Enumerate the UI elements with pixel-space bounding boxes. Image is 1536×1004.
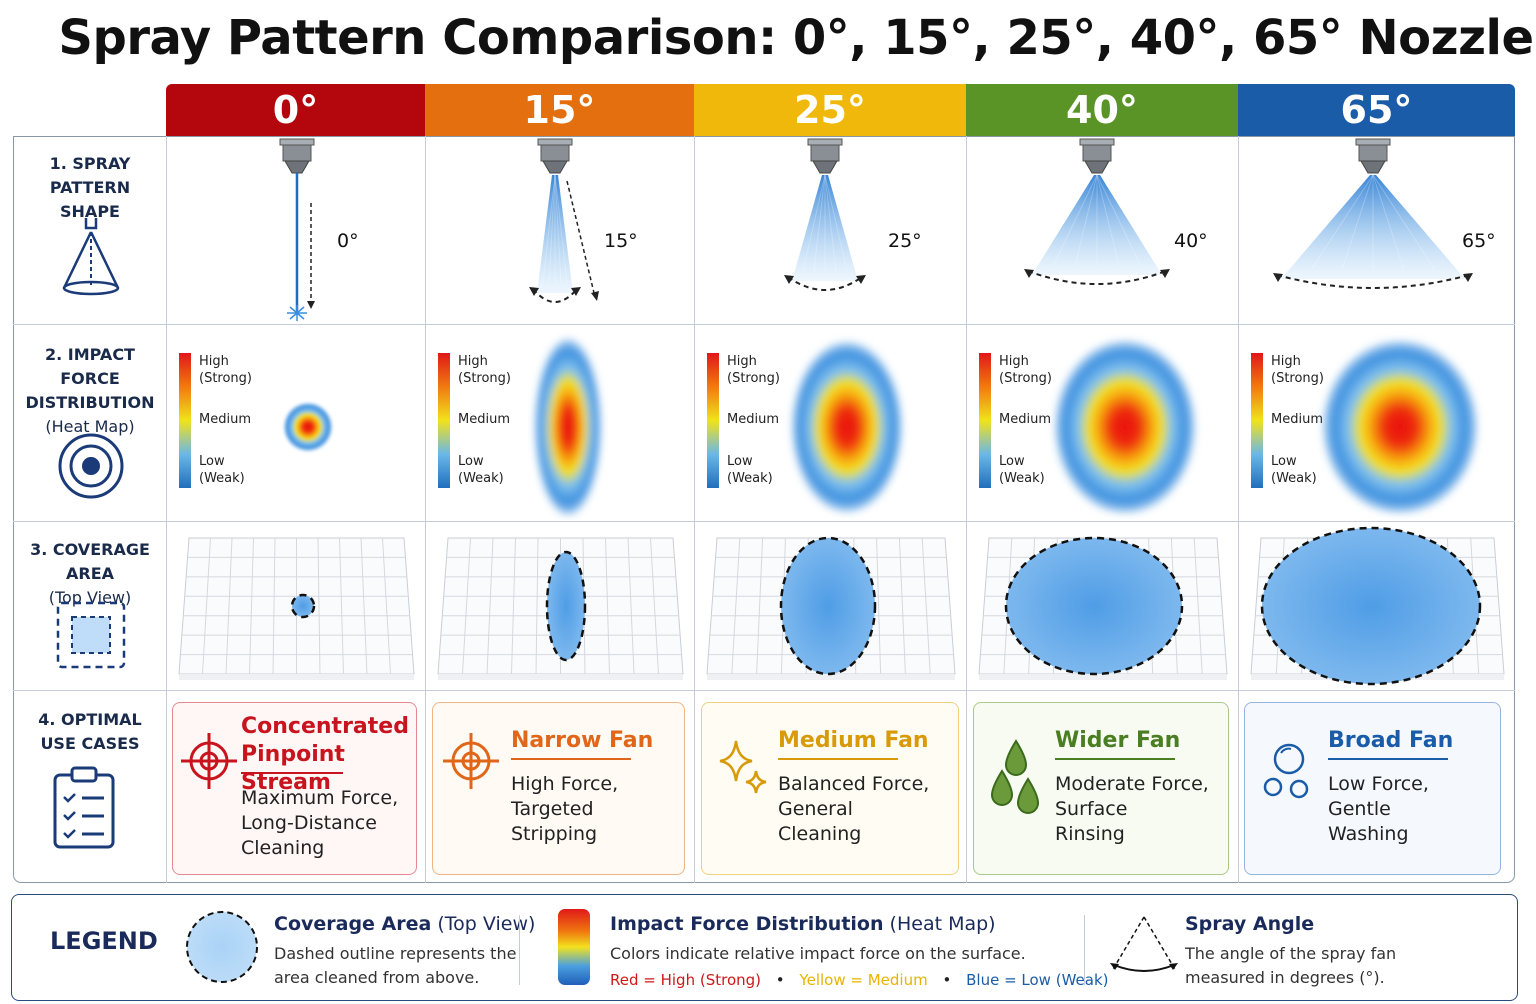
- legend-key-row: Red = High (Strong) • Yellow = Medium • …: [610, 971, 1109, 989]
- spray-pattern-3: [1024, 138, 1170, 285]
- heat-map-3: [1055, 341, 1195, 513]
- heat-map-2: [792, 342, 902, 512]
- spray-pattern-0: [279, 138, 315, 321]
- use-case-title-2: Medium Fan: [778, 728, 929, 753]
- column-header-3: 40°: [966, 84, 1238, 136]
- legend-coverage-title: Coverage Area (Top View): [274, 913, 536, 935]
- spray-angle-label-1: 15°: [604, 230, 638, 252]
- dashed-square-icon: [56, 601, 126, 669]
- use-case-title-3: Wider Fan: [1055, 728, 1181, 753]
- use-case-card-0: Concentrated Pinpoint Stream Maximum Force…: [172, 702, 417, 875]
- spray-pattern-2: [784, 138, 866, 291]
- spray-angle-label-4: 65°: [1462, 230, 1496, 252]
- use-case-desc-0: Maximum Force, Long-Distance Cleaning: [241, 787, 399, 859]
- column-header-4: 65°: [1238, 84, 1515, 136]
- column-header-0: 0°: [166, 84, 425, 136]
- use-case-desc-2: Balanced Force, General Cleaning: [778, 773, 930, 845]
- use-case-desc-4: Low Force, Gentle Washing: [1328, 773, 1429, 845]
- row-label-2: 2. IMPACT FORCE DISTRIBUTION (Heat Map): [25, 345, 155, 436]
- coverage-area-1: [437, 537, 684, 680]
- heat-map-4: [1323, 341, 1477, 513]
- target-crosshair-icon: [181, 733, 237, 789]
- row-label-1: 1. SPRAY PATTERN SHAPE: [49, 154, 131, 221]
- heat-gradient-legend-icon: [558, 909, 590, 985]
- use-case-title-0: Concentrated Pinpoint Stream: [241, 714, 409, 795]
- sparkle-icon: [719, 740, 767, 794]
- spray-angle-label-3: 40°: [1174, 230, 1208, 252]
- use-case-desc-1: High Force, Targeted Stripping: [511, 773, 619, 845]
- legend-impact-title: Impact Force Distribution (Heat Map): [610, 913, 996, 935]
- spray-pattern-1: [529, 138, 599, 303]
- column-header-1: 15°: [425, 84, 694, 136]
- spray-pattern-4: [1273, 138, 1473, 289]
- use-case-card-2: Medium Fan Balanced Force, General Cleani…: [701, 702, 959, 875]
- row-label-3: 3. COVERAGE AREA (Top View): [30, 540, 150, 607]
- spray-angle-label-0: 0°: [337, 230, 359, 252]
- crosshair-icon: [443, 733, 499, 789]
- legend-box: LEGEND Coverage Area (Top View) Dashed o…: [11, 894, 1518, 1001]
- water-drops-icon: [990, 739, 1040, 814]
- bubbles-icon: [1263, 743, 1309, 799]
- spray-cone-icon: [62, 218, 120, 296]
- coverage-area-3: [978, 536, 1228, 680]
- use-case-card-3: Wider Fan Moderate Force, Surface Rinsing: [973, 702, 1229, 875]
- legend-title: LEGEND: [50, 927, 158, 955]
- use-case-card-4: Broad Fan Low Force, Gentle Washing: [1244, 702, 1501, 875]
- spray-angle-label-2: 25°: [888, 230, 922, 252]
- coverage-area-4: [1250, 526, 1505, 686]
- use-case-title-1: Narrow Fan: [511, 728, 654, 753]
- spray-angle-legend-icon: [1110, 916, 1178, 972]
- concentric-target-icon: [58, 433, 124, 499]
- heat-map-1: [535, 339, 601, 515]
- legend-angle-title: Spray Angle: [1185, 913, 1315, 935]
- column-header-2: 25°: [694, 84, 966, 136]
- legend-angle-desc: The angle of the spray fan measured in de…: [1185, 944, 1397, 987]
- legend-coverage-desc: Dashed outline represents the area cleane…: [274, 944, 517, 987]
- coverage-area-legend-icon: [186, 911, 258, 983]
- use-case-card-1: Narrow Fan High Force, Targeted Stripping: [432, 702, 685, 875]
- coverage-area-0: [178, 537, 415, 680]
- heat-map-0: [284, 403, 332, 451]
- row-label-4: 4. OPTIMAL USE CASES: [38, 710, 142, 753]
- use-case-desc-3: Moderate Force, Surface Rinsing: [1055, 773, 1209, 845]
- page-title: Spray Pattern Comparison: 0°, 15°, 25°, …: [58, 10, 1536, 66]
- legend-impact-desc: Colors indicate relative impact force on…: [610, 944, 1026, 963]
- coverage-area-2: [706, 536, 956, 680]
- clipboard-checklist-icon: [53, 766, 115, 849]
- use-case-title-4: Broad Fan: [1328, 728, 1454, 753]
